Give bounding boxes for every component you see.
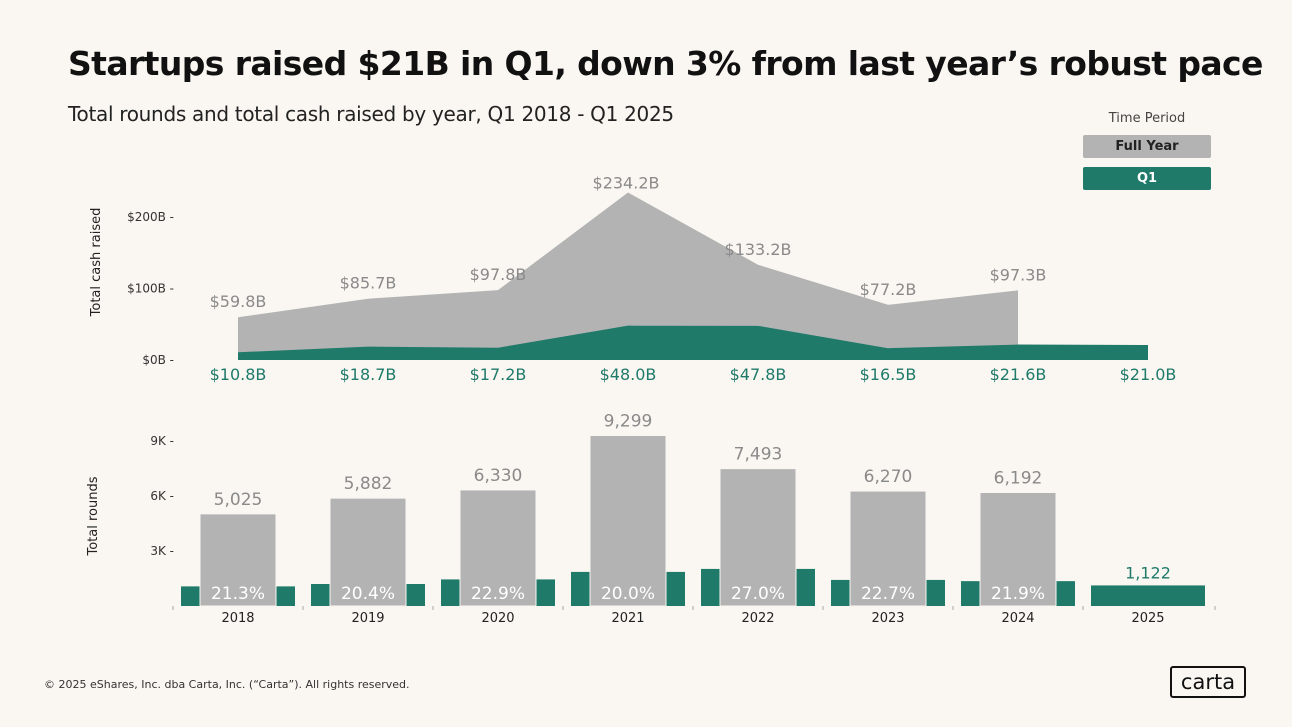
data-label-cash-q1: $21.6B [990, 365, 1047, 384]
bar-full-year [329, 497, 407, 607]
bar-full-year [199, 513, 277, 607]
data-label-rounds-q1: 1,122 [1125, 563, 1171, 582]
data-label-rounds-full-year: 6,192 [994, 468, 1043, 488]
y-tick-cash: $200B - [127, 210, 174, 224]
bar-full-year [719, 468, 797, 607]
bar-full-year [979, 491, 1057, 607]
data-label-cash-q1: $21.0B [1120, 365, 1177, 384]
data-label-rounds-full-year: 6,270 [864, 467, 913, 487]
x-tick-year: 2025 [1131, 611, 1164, 626]
data-label-cash-full-year: $234.2B [593, 174, 660, 193]
y-tick-cash: $100B - [127, 282, 174, 296]
data-label-rounds-full-year: 9,299 [604, 412, 653, 432]
q1-share-label: 20.0% [601, 584, 655, 604]
q1-share-label: 27.0% [731, 584, 785, 604]
data-label-cash-full-year: $59.8B [210, 292, 267, 311]
x-tick-year: 2024 [1001, 611, 1034, 626]
data-label-cash-full-year: $85.7B [340, 274, 397, 293]
carta-logo: carta [1170, 666, 1246, 698]
y-tick-rounds: 3K - [150, 544, 174, 558]
data-label-cash-q1: $18.7B [340, 365, 397, 384]
data-label-rounds-full-year: 6,330 [474, 466, 523, 486]
data-label-rounds-full-year: 7,493 [734, 445, 783, 465]
x-tick-year: 2018 [221, 611, 254, 626]
area-q1 [238, 325, 1148, 360]
legend-item-full-year[interactable]: Full Year [1083, 135, 1211, 158]
x-tick-year: 2023 [871, 611, 904, 626]
q1-share-label: 21.3% [211, 584, 265, 604]
data-label-cash-q1: $16.5B [860, 365, 917, 384]
copyright-footer: © 2025 eShares, Inc. dba Carta, Inc. (“C… [44, 678, 410, 691]
bar-full-year [849, 490, 927, 607]
data-label-cash-q1: $47.8B [730, 365, 787, 384]
y-tick-rounds: 9K - [150, 434, 174, 448]
data-label-cash-q1: $10.8B [210, 365, 267, 384]
data-label-rounds-full-year: 5,882 [344, 474, 393, 494]
y-tick-cash: $0B - [142, 353, 174, 367]
q1-share-label: 20.4% [341, 584, 395, 604]
chart-title: Startups raised $21B in Q1, down 3% from… [68, 44, 1263, 83]
x-tick-year: 2021 [611, 611, 644, 626]
bar-full-year [589, 435, 667, 607]
y-axis-label-rounds: Total rounds [86, 476, 101, 556]
y-tick-rounds: 6K - [150, 489, 174, 503]
data-label-rounds-full-year: 5,025 [214, 490, 263, 510]
y-axis-label-cash: Total cash raised [89, 208, 104, 318]
area-full-year [238, 192, 1018, 360]
data-label-cash-full-year: $97.8B [470, 265, 527, 284]
x-tick-year: 2020 [481, 611, 514, 626]
chart-subtitle: Total rounds and total cash raised by ye… [68, 102, 674, 126]
legend-title: Time Period [1108, 111, 1186, 126]
bar-q1 [1091, 585, 1205, 606]
q1-share-label: 22.7% [861, 584, 915, 604]
data-label-cash-q1: $48.0B [600, 365, 657, 384]
data-label-cash-full-year: $97.3B [990, 265, 1047, 284]
x-tick-year: 2019 [351, 611, 384, 626]
data-label-cash-full-year: $133.2B [725, 240, 792, 259]
q1-share-label: 22.9% [471, 584, 525, 604]
bar-full-year [459, 489, 537, 607]
data-label-cash-q1: $17.2B [470, 365, 527, 384]
x-tick-year: 2022 [741, 611, 774, 626]
q1-share-label: 21.9% [991, 584, 1045, 604]
data-label-cash-full-year: $77.2B [860, 280, 917, 299]
legend-item-q1[interactable]: Q1 [1083, 167, 1211, 190]
